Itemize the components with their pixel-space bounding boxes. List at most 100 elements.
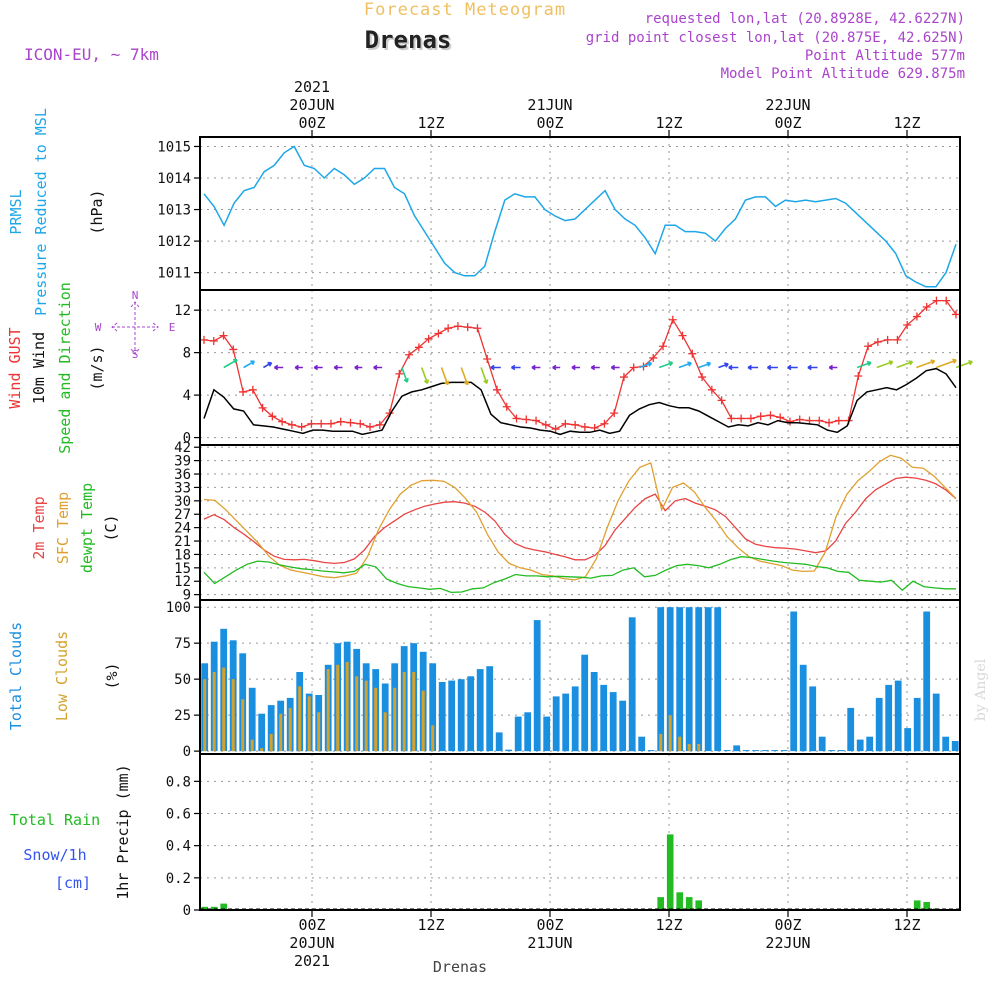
gust-marker — [580, 422, 589, 431]
low-cloud-bar — [659, 733, 663, 752]
gust-marker — [698, 373, 707, 382]
total-cloud-bar — [685, 607, 693, 752]
wind-direction-arrow — [610, 364, 620, 371]
gust-marker — [551, 425, 560, 434]
cloud-unit: (%) — [103, 662, 121, 689]
wind-direction-arrow — [935, 358, 957, 369]
x-hour-label: 00Z — [536, 114, 563, 132]
y-tick-label: 0.4 — [166, 839, 191, 855]
model-label: ICON-EU, ~ 7km — [24, 45, 159, 64]
gust-marker — [746, 414, 755, 423]
credit: by Angel — [973, 658, 989, 721]
x-hour-label: 00Z — [298, 114, 325, 132]
rain-bar — [210, 906, 218, 910]
wind-direction-arrow — [420, 367, 429, 385]
y-tick-label: 12 — [174, 303, 191, 319]
total-cloud-bar — [790, 611, 798, 752]
x-hour-label: 12Z — [417, 916, 444, 934]
wind-direction-arrow — [896, 360, 914, 369]
gust-marker — [619, 373, 628, 382]
requested-coords: requested lon,lat (20.8928E, 42.6227N) — [645, 11, 965, 27]
gust-marker — [903, 321, 912, 330]
total-cloud-bar — [467, 676, 475, 752]
total-cloud-bar — [723, 750, 731, 752]
y-tick-label: 4 — [183, 388, 191, 404]
x-date-label: 21JUN — [527, 96, 572, 114]
gust-marker — [492, 385, 501, 394]
wind-direction-arrow — [223, 358, 238, 369]
total-cloud-bar — [866, 736, 874, 752]
wind-line — [203, 367, 957, 436]
gust-marker — [766, 411, 775, 420]
compass-icon — [111, 301, 159, 355]
dewpt-axis-title: dewpt Temp — [78, 483, 96, 573]
gust-marker — [346, 418, 355, 427]
gust-marker — [317, 419, 326, 428]
total-cloud-bar — [581, 654, 589, 752]
forecast-title: Forecast Meteogram — [364, 0, 566, 20]
x-hour-label: 12Z — [417, 114, 444, 132]
total-cloud-bar — [780, 750, 788, 752]
total-cloud-bar — [486, 666, 494, 752]
y-tick-label: 30 — [174, 494, 191, 510]
y-tick-label: 50 — [174, 672, 191, 688]
gust-marker — [707, 385, 716, 394]
sfc-temp-axis-title: SFC Temp — [54, 492, 72, 564]
gust-marker — [473, 324, 482, 333]
gust-marker — [287, 420, 296, 429]
grid-point-coords: grid point closest lon,lat (20.875E, 42.… — [586, 30, 965, 46]
total-cloud-bar — [543, 716, 551, 752]
total-cloud-bar — [676, 607, 684, 752]
y-tick-label: 0.2 — [166, 871, 191, 887]
x-hour-label: 00Z — [774, 114, 801, 132]
y-tick-label: 1012 — [157, 234, 191, 250]
x-hour-label: 12Z — [893, 916, 920, 934]
wind-direction-arrow — [440, 367, 450, 386]
total-cloud-bar — [638, 736, 646, 752]
x-date-label: 20JUN — [289, 96, 334, 114]
total-cloud-bar — [828, 750, 836, 752]
gust-marker — [356, 419, 365, 428]
wind-axis-title: 10m Wind — [30, 332, 48, 404]
gust-marker — [571, 420, 580, 429]
low-cloud-bar — [212, 672, 216, 752]
low-cloud-bar — [298, 686, 302, 752]
wind-direction-arrow — [876, 360, 894, 369]
gust-marker — [405, 350, 414, 359]
wind-direction-arrow — [728, 364, 739, 371]
wind-direction-arrow — [571, 364, 580, 371]
total-cloud-bar — [951, 741, 959, 752]
wind-direction-arrow — [747, 364, 759, 371]
footer-station: Drenas — [433, 958, 487, 976]
y-tick-label: 0.6 — [166, 807, 191, 823]
low-cloud-bar — [317, 712, 321, 752]
gust-marker — [864, 342, 873, 351]
wind-unit: (m/s) — [88, 345, 106, 390]
total-cloud-bar — [799, 664, 807, 752]
gust-marker — [815, 416, 824, 425]
wind-direction-arrow — [333, 364, 343, 371]
low-cloud-bar — [402, 672, 406, 752]
x-date-label: 20JUN — [289, 934, 334, 952]
total-cloud-bar — [761, 750, 769, 752]
total-cloud-bar — [818, 736, 826, 752]
pressure-unit: (hPa) — [88, 189, 106, 234]
rain-bar — [201, 906, 208, 910]
total-cloud-bar — [932, 693, 940, 752]
pressure-axis-title: PRMSL — [7, 189, 25, 234]
total-cloud-bar — [923, 611, 931, 752]
wind-direction-arrow — [480, 367, 489, 385]
sfc-temp-line — [203, 454, 957, 581]
total-clouds-axis-title: Total Clouds — [7, 622, 25, 730]
low-cloud-bar — [326, 669, 330, 752]
y-tick-label: 12 — [174, 574, 191, 590]
gust-marker — [883, 335, 892, 344]
low-cloud-bar — [431, 725, 435, 752]
low-cloud-bar — [697, 743, 701, 752]
rain-bar — [666, 834, 674, 910]
gust-marker — [248, 385, 257, 394]
gust-marker — [307, 419, 316, 428]
y-tick-label: 24 — [174, 521, 191, 537]
total-cloud-bar — [695, 607, 703, 752]
low-cloud-bar — [412, 672, 416, 752]
